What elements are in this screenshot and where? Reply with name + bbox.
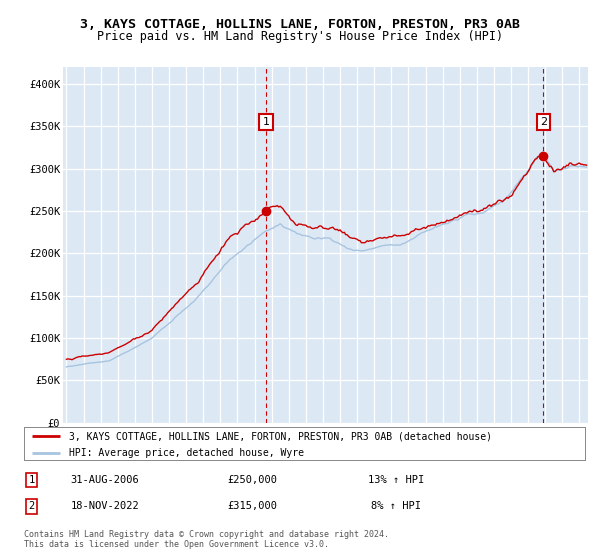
- Text: 3, KAYS COTTAGE, HOLLINS LANE, FORTON, PRESTON, PR3 0AB (detached house): 3, KAYS COTTAGE, HOLLINS LANE, FORTON, P…: [69, 431, 492, 441]
- Text: 31-AUG-2006: 31-AUG-2006: [71, 475, 139, 485]
- Text: 2: 2: [29, 501, 35, 511]
- Text: £250,000: £250,000: [227, 475, 277, 485]
- Text: £315,000: £315,000: [227, 501, 277, 511]
- Text: 1: 1: [262, 117, 269, 127]
- Text: 18-NOV-2022: 18-NOV-2022: [71, 501, 139, 511]
- Text: HPI: Average price, detached house, Wyre: HPI: Average price, detached house, Wyre: [69, 448, 304, 458]
- Text: Price paid vs. HM Land Registry's House Price Index (HPI): Price paid vs. HM Land Registry's House …: [97, 30, 503, 44]
- Text: 1: 1: [29, 475, 35, 485]
- Text: 3, KAYS COTTAGE, HOLLINS LANE, FORTON, PRESTON, PR3 0AB: 3, KAYS COTTAGE, HOLLINS LANE, FORTON, P…: [80, 17, 520, 31]
- Text: 8% ↑ HPI: 8% ↑ HPI: [371, 501, 421, 511]
- Text: Contains HM Land Registry data © Crown copyright and database right 2024.
This d: Contains HM Land Registry data © Crown c…: [24, 530, 389, 549]
- Text: 2: 2: [539, 117, 547, 127]
- Text: 13% ↑ HPI: 13% ↑ HPI: [368, 475, 424, 485]
